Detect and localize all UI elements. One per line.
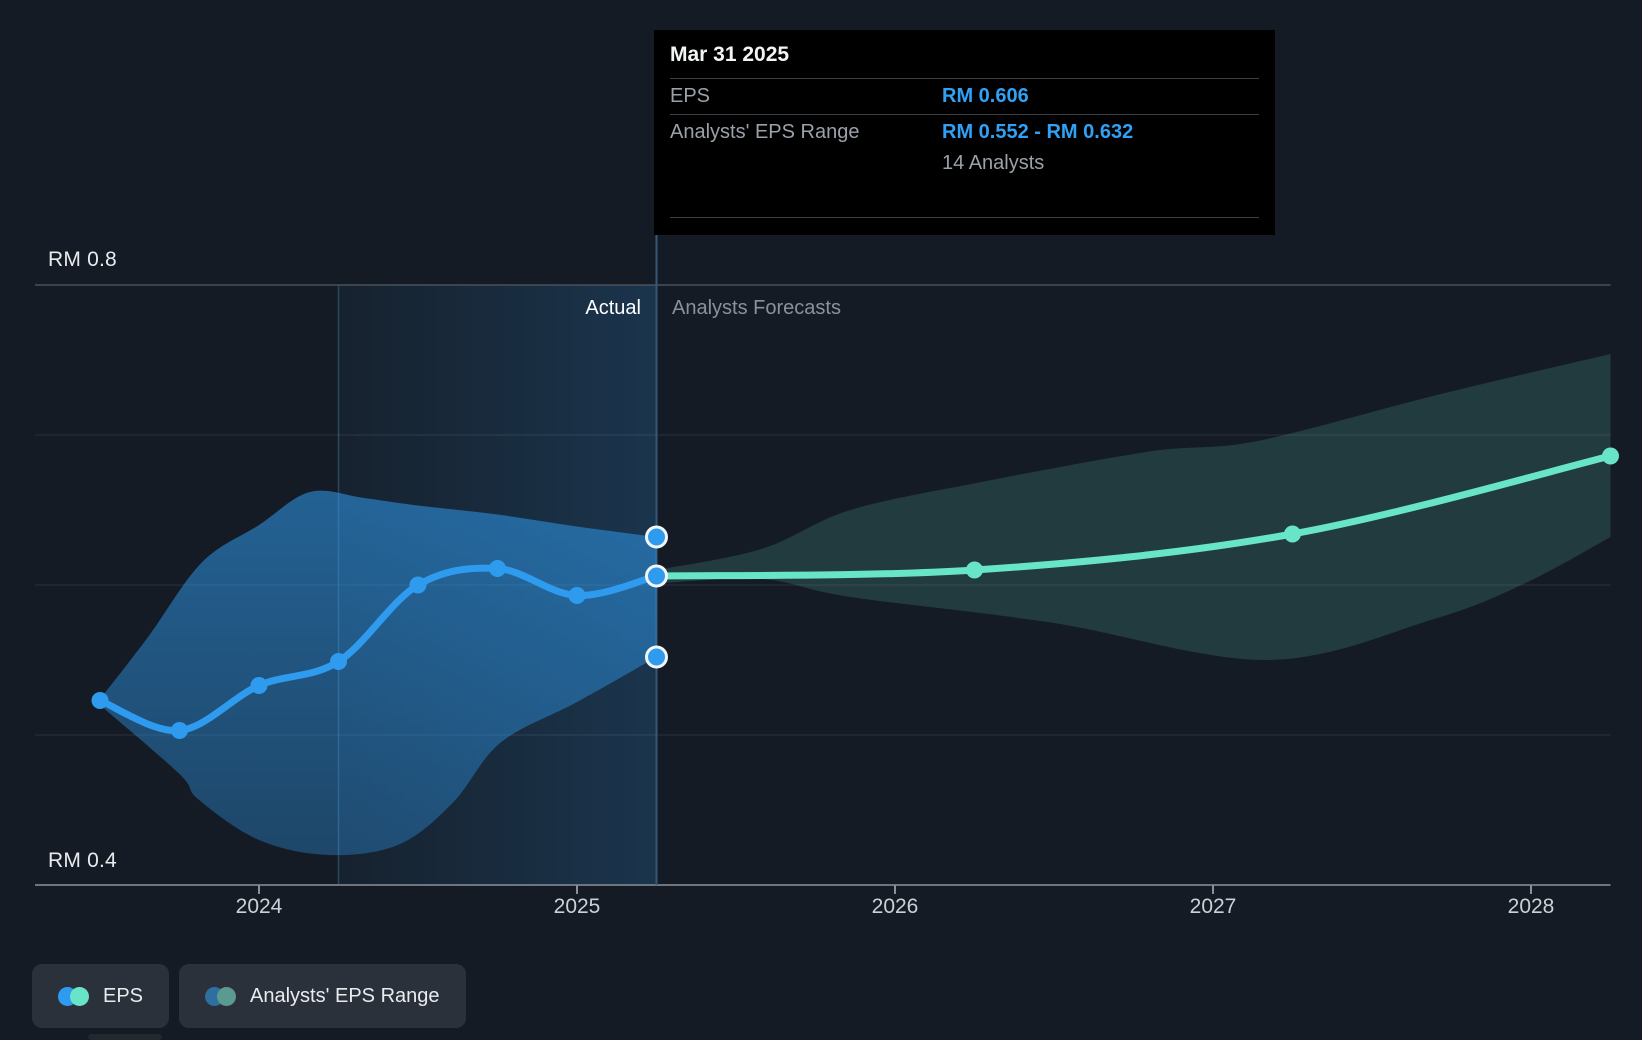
- tooltip-analysts-count: 14 Analysts: [942, 152, 1045, 174]
- hovered-value-marker[interactable]: [645, 525, 668, 549]
- forecast-point-marker[interactable]: [1602, 447, 1619, 465]
- legend-eps-label: EPS: [103, 984, 144, 1007]
- actual-point-marker[interactable]: [568, 587, 586, 604]
- x-tick-label-2025: 2025: [553, 895, 601, 918]
- x-tick-label-2028: 2028: [1507, 895, 1555, 918]
- cutoff-element: [88, 1034, 162, 1040]
- actual-point-marker[interactable]: [330, 653, 347, 670]
- legend-range-button[interactable]: Analysts' EPS Range: [179, 964, 466, 1028]
- tooltip-analysts-row: 14 Analysts: [670, 150, 1259, 181]
- legend-eps-button[interactable]: EPS: [32, 964, 170, 1028]
- x-tick-label-2027: 2027: [1189, 895, 1237, 918]
- y-axis-label-bottom: RM 0.4: [48, 849, 117, 872]
- forecast-eps-line: [653, 452, 1614, 580]
- range-series-icon: [205, 986, 237, 1006]
- tooltip: Mar 31 2025 EPS RM 0.606 Analysts' EPS R…: [654, 30, 1275, 235]
- tooltip-range-row: Analysts' EPS Range RM 0.552 - RM 0.632: [670, 114, 1259, 150]
- tooltip-eps-row: EPS RM 0.606: [670, 78, 1259, 114]
- actual-point-marker[interactable]: [91, 692, 109, 709]
- tooltip-range-label: Analysts' EPS Range: [670, 121, 860, 143]
- hovered-value-marker[interactable]: [645, 645, 668, 669]
- forecast-point-marker[interactable]: [966, 561, 983, 579]
- range-teal-dot-icon: [217, 986, 237, 1006]
- y-axis-label-top: RM 0.8: [48, 248, 117, 271]
- tooltip-divider: [670, 217, 1259, 218]
- actual-point-marker[interactable]: [489, 560, 506, 577]
- actual-eps-line: [96, 564, 660, 735]
- tooltip-eps-label: EPS: [670, 85, 711, 107]
- tooltip-date: Mar 31 2025: [670, 43, 790, 66]
- forecast-point-marker[interactable]: [1284, 525, 1301, 543]
- forecast-range-band: [656, 354, 1611, 661]
- actual-phase-label: Actual: [585, 297, 641, 319]
- actual-point-marker[interactable]: [250, 677, 268, 694]
- tooltip-range-value: RM 0.552 - RM 0.632: [942, 121, 1134, 143]
- eps-series-icon: [58, 986, 89, 1006]
- actual-point-marker[interactable]: [409, 576, 427, 594]
- x-tick-label-2026: 2026: [871, 895, 919, 918]
- legend: EPS Analysts' EPS Range: [32, 964, 466, 1028]
- forecast-phase-label: Analysts Forecasts: [672, 297, 841, 319]
- x-tick-label-2024: 2024: [235, 895, 283, 918]
- actual-point-marker[interactable]: [171, 722, 188, 739]
- actual-range-band: [100, 490, 657, 856]
- tooltip-eps-value: RM 0.606: [942, 85, 1029, 107]
- eps-teal-dot-icon: [70, 986, 89, 1006]
- hovered-value-marker[interactable]: [645, 564, 668, 588]
- legend-range-label: Analysts' EPS Range: [250, 984, 440, 1007]
